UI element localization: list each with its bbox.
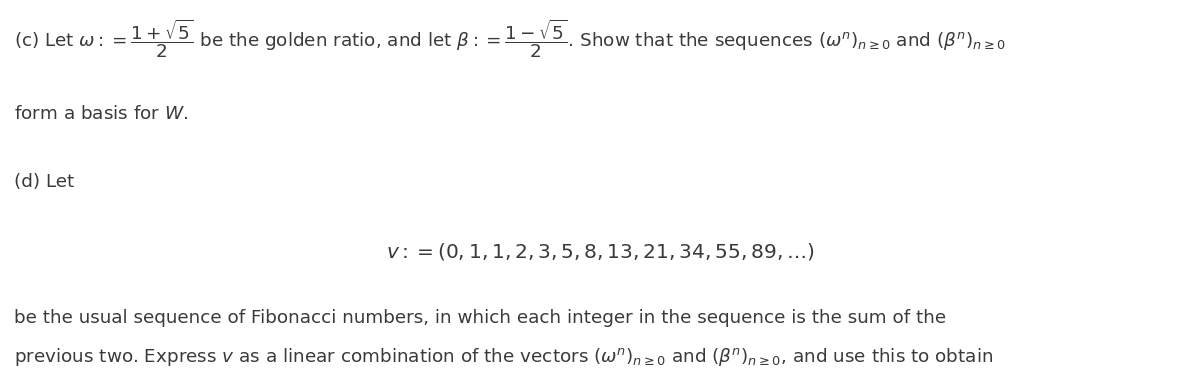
Text: (c) Let $\omega := \dfrac{1+\sqrt{5}}{2}$ be the golden ratio, and let $\beta :=: (c) Let $\omega := \dfrac{1+\sqrt{5}}{2}… bbox=[14, 17, 1007, 60]
Text: be the usual sequence of Fibonacci numbers, in which each integer in the sequenc: be the usual sequence of Fibonacci numbe… bbox=[14, 309, 947, 327]
Text: (d) Let: (d) Let bbox=[14, 173, 74, 191]
Text: form a basis for $W$.: form a basis for $W$. bbox=[14, 105, 188, 123]
Text: $v := (0, 1, 1, 2, 3, 5, 8, 13, 21, 34, 55, 89, \ldots)$: $v := (0, 1, 1, 2, 3, 5, 8, 13, 21, 34, … bbox=[385, 241, 815, 262]
Text: previous two. Express $v$ as a linear combination of the vectors $(\omega^n)_{n\: previous two. Express $v$ as a linear co… bbox=[14, 346, 994, 368]
